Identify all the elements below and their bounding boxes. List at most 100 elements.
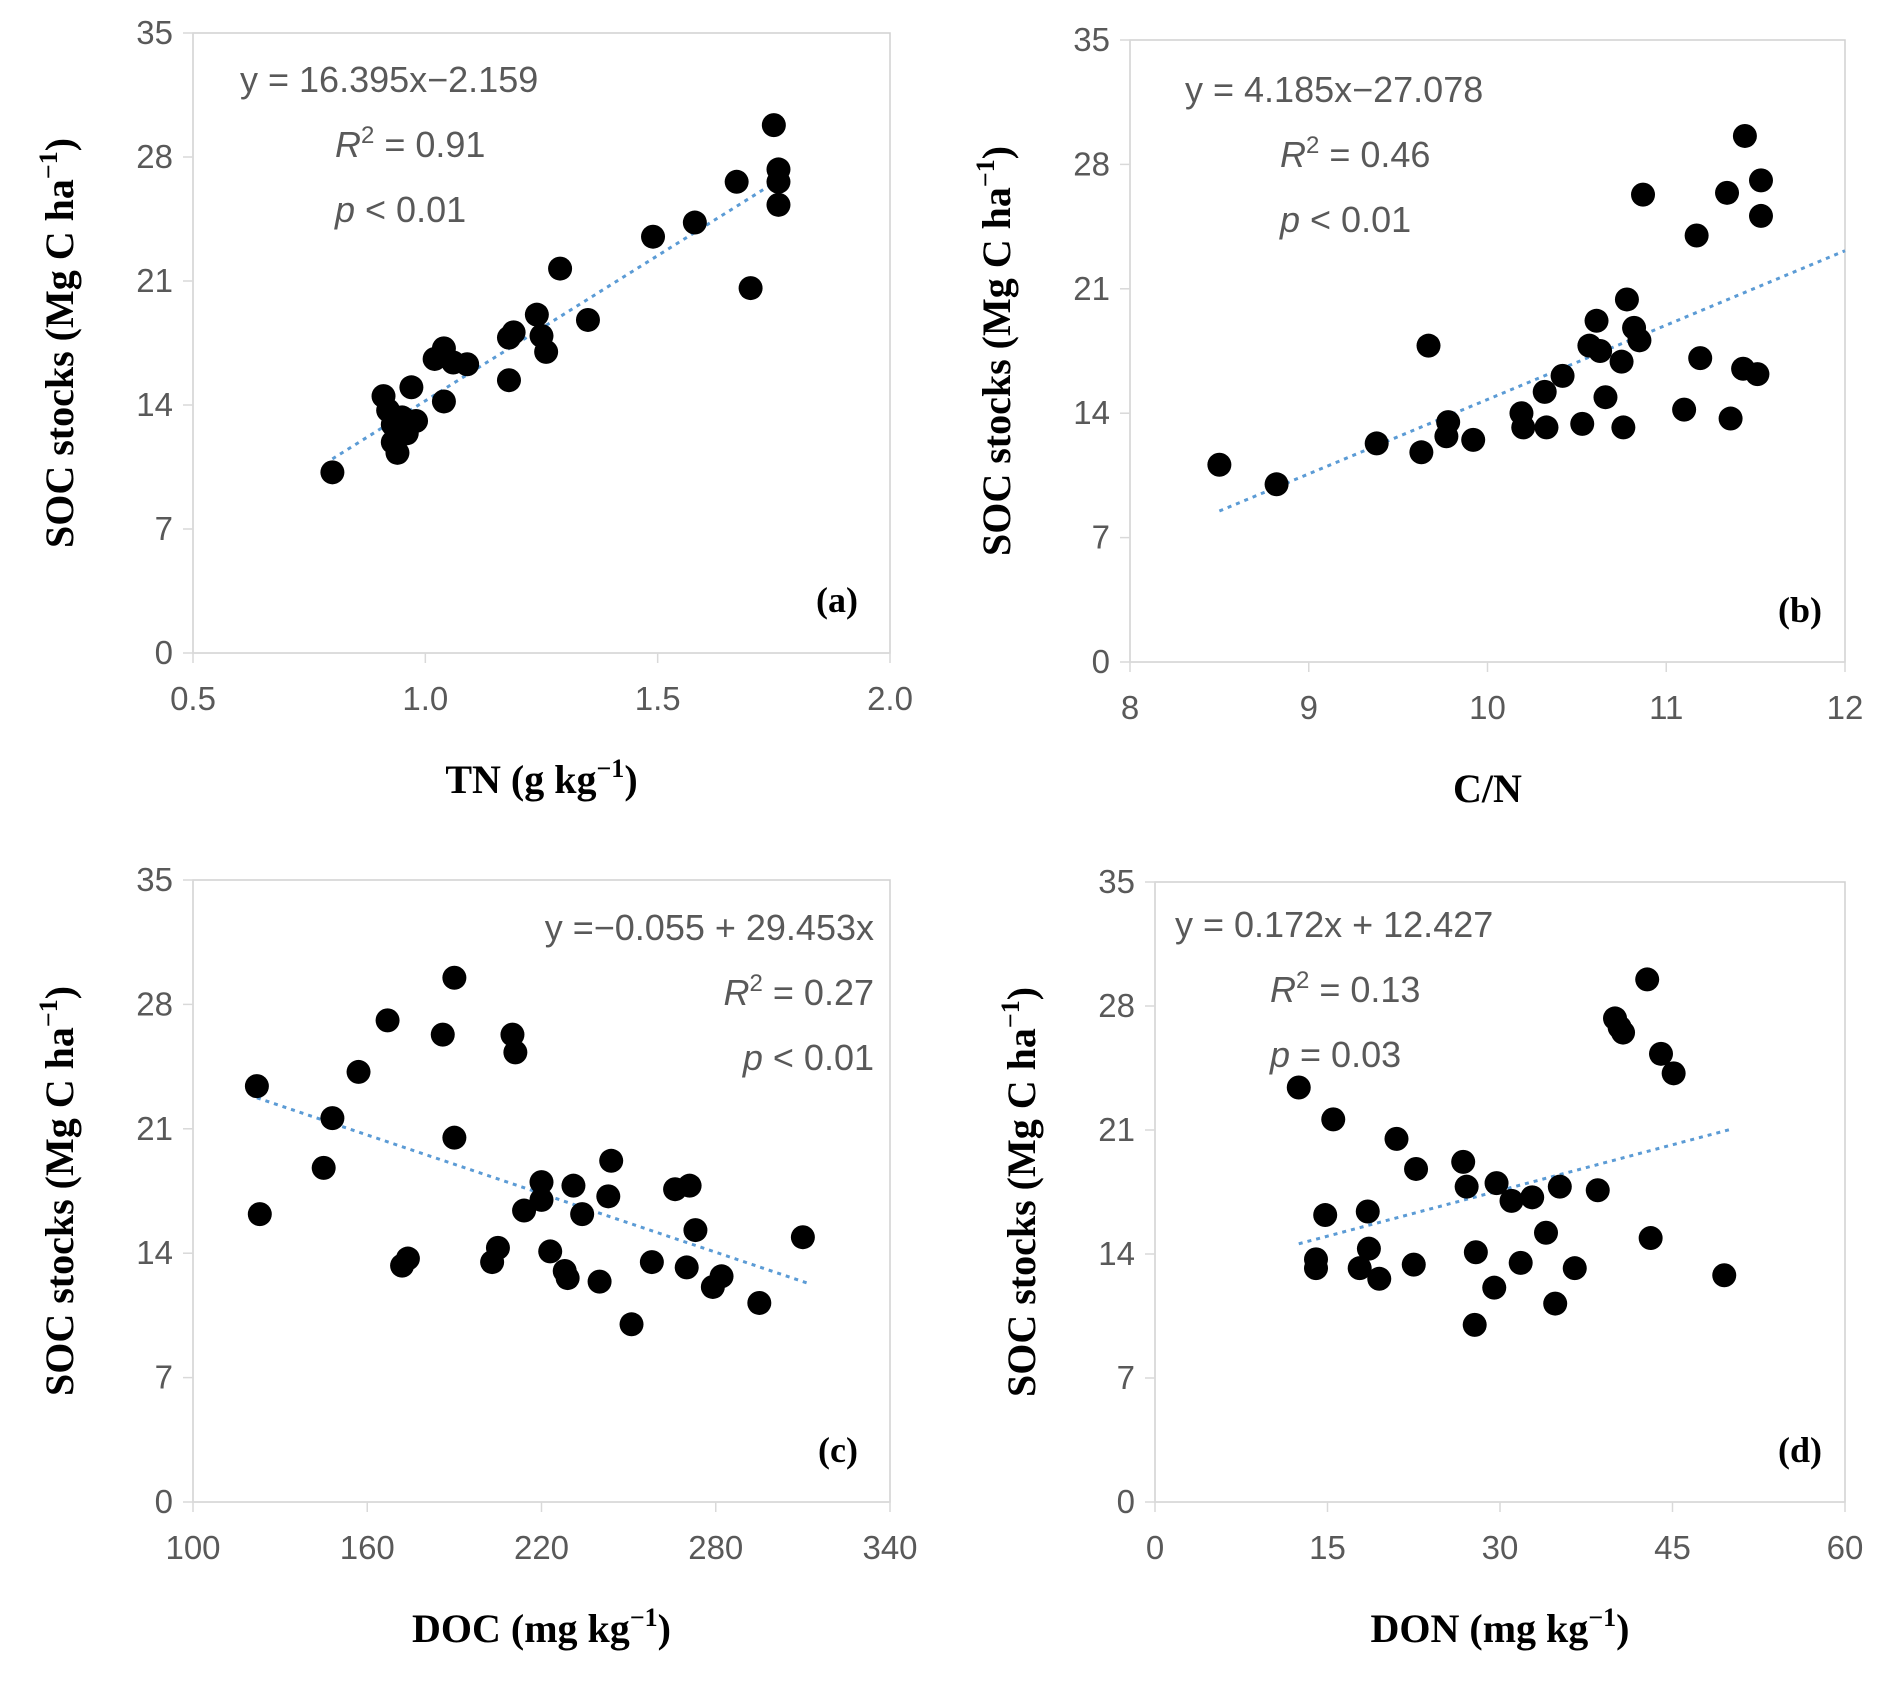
data-point [587,1269,612,1294]
x-axis-title-end: ) [1616,1606,1629,1651]
x-tick-label: 0.5 [170,680,216,717]
data-point [766,192,791,217]
y-tick-label: 0 [155,634,173,671]
data-point [596,1184,621,1209]
x-tick-label: 0 [1146,1529,1164,1566]
p-value-label: p = 0.03 [1269,1034,1401,1075]
data-point [1355,1199,1380,1224]
x-axis-title-end: ) [624,757,637,802]
r-squared-label: R2 = 0.27 [724,970,874,1013]
data-point [747,1290,772,1315]
x-axis-title: DON (mg kg−1) [1371,1603,1630,1651]
panel-label: (c) [818,1430,858,1470]
data-point [738,276,763,301]
y-axis-title-superscript: −1 [971,159,1000,187]
data-point [1661,1061,1686,1086]
y-axis-title-end: ) [37,138,82,151]
r-squared-superscript: 2 [1296,967,1309,994]
y-tick-label: 14 [1098,1235,1135,1272]
x-axis-title: TN (g kg−1) [445,754,637,802]
r-squared-label: R2 = 0.46 [1280,132,1430,175]
y-tick-label: 14 [136,386,173,423]
y-tick-label: 0 [155,1483,173,1520]
panel-label: (b) [1778,590,1822,630]
p-symbol: p [1269,1034,1290,1075]
data-point [1570,411,1595,436]
y-tick-label: 21 [1073,270,1110,307]
y-axis-title: SOC stocks (Mg C ha−1) [34,986,82,1396]
data-point [1593,385,1618,410]
data-point [1347,1256,1372,1281]
trendline [256,1096,810,1285]
y-tick-label: 35 [1073,21,1110,58]
data-point [1748,168,1773,193]
trendline [331,175,784,461]
y-axis-title-text: SOC stocks (Mg C ha [999,1028,1044,1397]
data-point [320,1106,345,1131]
data-point [1454,1174,1479,1199]
data-point [1627,328,1652,353]
data-point [524,302,549,327]
data-point [709,1264,734,1289]
p-symbol: p [742,1037,763,1078]
data-point [1534,415,1559,440]
data-point [1367,1266,1392,1291]
r-squared-superscript: 2 [750,970,763,997]
x-axis-title-text: DON (mg kg [1371,1606,1589,1651]
data-point [1462,1312,1487,1337]
data-point [1511,415,1536,440]
data-point [1585,1178,1610,1203]
r-squared-superscript: 2 [361,122,374,149]
y-axis-title: SOC stocks (Mg C ha−1) [971,146,1019,556]
p-symbol: p [334,189,355,230]
y-tick-label: 0 [1117,1483,1135,1520]
data-point [1614,287,1639,312]
data-point [1547,1174,1572,1199]
r-squared-value: = 0.46 [1319,134,1430,175]
r-squared-symbol: R [724,972,750,1013]
data-point [790,1225,815,1250]
data-point [724,169,749,194]
p-value: < 0.01 [355,189,466,230]
data-point [1712,1263,1737,1288]
y-axis-title-text: SOC stocks (Mg C ha [37,1027,82,1396]
data-point [1313,1203,1338,1228]
data-point [555,1266,580,1291]
data-point [1718,406,1743,431]
p-value: < 0.01 [763,1037,874,1078]
data-point [1499,1188,1524,1213]
chart-panel-b: 0 7 14 21 28 35 8 9 10 11 12 C/N SOC stocks (Mg C ha… [971,21,1863,811]
regression-equation: y =−0.055 + 29.453x [545,907,874,948]
regression-equation: y = 4.185x−27.078 [1185,69,1483,110]
y-axis-title-end: ) [37,986,82,999]
data-point [570,1202,595,1227]
r-squared-symbol: R [1270,969,1296,1010]
data-point [1436,410,1461,435]
y-tick-label: 21 [1098,1111,1135,1148]
data-point [561,1173,586,1198]
data-point [674,1255,699,1280]
data-point [1688,346,1713,371]
regression-equation: y = 16.395x−2.159 [240,59,538,100]
x-axis-title: DOC (mg kg−1) [412,1603,671,1651]
data-point [500,1022,525,1047]
x-tick-label: 1.0 [402,680,448,717]
y-tick-label: 28 [136,985,173,1022]
data-point [442,965,467,990]
r-squared-value: = 0.13 [1309,969,1420,1010]
y-tick-label: 14 [136,1234,173,1271]
y-tick-label: 35 [136,861,173,898]
x-tick-label: 2.0 [867,680,913,717]
data-point [641,224,666,249]
data-point [1562,1256,1587,1281]
data-point [1631,182,1656,207]
data-point [375,1008,400,1033]
data-point [1520,1185,1545,1210]
y-axis-title-superscript: −1 [34,999,63,1027]
data-point [1264,472,1289,497]
x-tick-label: 100 [165,1529,220,1566]
data-point [311,1155,336,1180]
